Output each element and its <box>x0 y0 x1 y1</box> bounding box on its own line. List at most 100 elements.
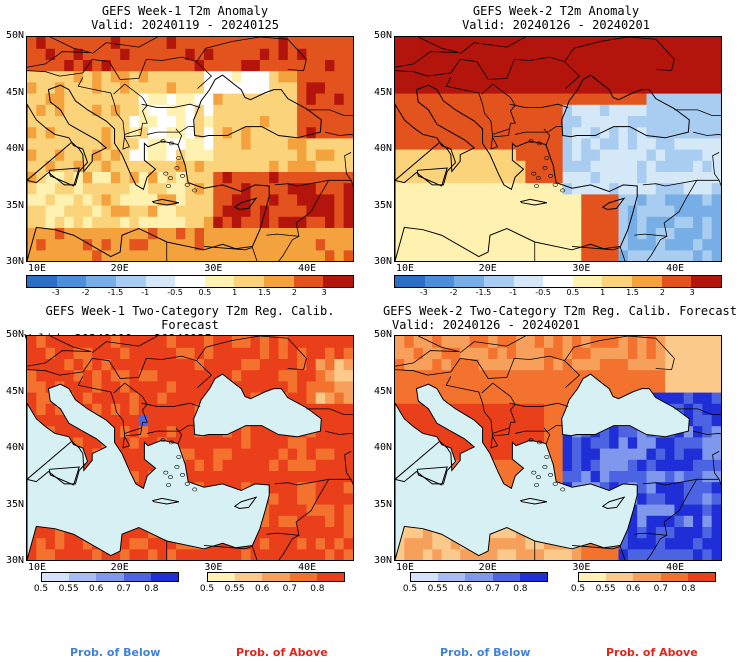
colorbar-label: 0.8 <box>310 584 325 594</box>
colorbar-label: -3 <box>51 288 60 297</box>
prob-above-label-right: Prob. of Above <box>606 646 698 659</box>
colorbar-label: 0.7 <box>485 584 500 594</box>
coastlines <box>27 373 322 560</box>
aegean-islands <box>160 438 198 492</box>
colorbar-label: 0.6 <box>255 584 270 594</box>
title-text: GEFS Week-2 T2m Anomaly <box>472 4 640 18</box>
mediterranean-sea <box>27 384 270 560</box>
colorbar-swatch <box>204 276 235 287</box>
colorbar-label: 0.5 <box>33 584 49 594</box>
colorbar-swatch <box>454 276 484 287</box>
colorbar-label: -0.5 <box>535 288 551 297</box>
lat-tick-label: 50N <box>5 30 24 41</box>
black-sea <box>561 374 690 437</box>
lat-tick-label: 45N <box>5 86 24 98</box>
prob-above-label-left: Prob. of Above <box>236 646 328 659</box>
coastlines <box>395 373 690 560</box>
lon-tick-label: 20E <box>478 263 497 274</box>
data-field <box>395 37 721 261</box>
colorbar-swatch <box>96 573 124 581</box>
week1-prob-map <box>26 335 354 561</box>
colorbar-label: 0.55 <box>224 584 245 594</box>
colorbar-swatch <box>86 276 116 287</box>
colorbar-swatch <box>492 573 520 581</box>
colorbar-label: 0.7 <box>653 584 668 594</box>
colorbar-label: 1 <box>232 288 238 297</box>
colorbar-label: -1.5 <box>107 288 124 297</box>
colorbar-swatch <box>150 573 179 581</box>
colorbar-label: -2 <box>449 288 458 297</box>
colorbar-swatch <box>632 276 662 287</box>
colorbar-label: 3 <box>689 288 695 297</box>
prob-above-colorbar-week1 <box>207 572 345 582</box>
lat-tick-label: 30N <box>373 256 392 267</box>
week2-anomaly-map <box>394 36 722 262</box>
colorbar-label: -1.5 <box>475 288 492 297</box>
colorbar-swatch <box>316 573 345 581</box>
colorbar-label: 0.5 <box>402 584 418 594</box>
country-borders <box>27 336 353 560</box>
colorbar-swatch <box>606 573 634 581</box>
lon-tick-label: 40E <box>666 263 685 274</box>
lon-tick-label: 10E <box>27 562 47 573</box>
colorbar-swatch <box>661 276 692 287</box>
colorbar-label: 0.8 <box>681 584 696 594</box>
colorbar-swatch <box>115 276 146 287</box>
colorbar-label: 0.5 <box>198 288 212 297</box>
lon-tick-label: 10E <box>395 562 415 573</box>
colorbar-swatch <box>519 573 548 581</box>
lon-tick-label: 30E <box>572 562 591 573</box>
lat-tick-label: 30N <box>5 256 24 267</box>
colorbar-label: 0.5 <box>566 288 580 297</box>
colorbar-label: 0.5 <box>199 584 215 594</box>
colorbar-swatch <box>438 573 466 581</box>
anomaly-colorbar-week2 <box>394 275 722 288</box>
coastlines <box>395 74 690 261</box>
colorbar-swatch <box>424 276 455 287</box>
prob-below-colorbar-week1 <box>41 572 179 582</box>
lon-tick-label: 30E <box>204 263 223 274</box>
colorbar-label: 0.6 <box>89 584 104 594</box>
colorbar-swatch <box>175 276 205 287</box>
colorbar-swatch <box>69 573 97 581</box>
colorbar-label: 1.5 <box>258 288 271 297</box>
colorbar-swatch <box>660 573 688 581</box>
colorbar-swatch <box>145 276 176 287</box>
data-field <box>27 37 353 261</box>
coastlines <box>27 74 322 261</box>
lat-tick-label: 40N <box>5 143 24 154</box>
colorbar-label: 1 <box>600 288 606 297</box>
lat-tick-label: 45N <box>373 385 392 397</box>
week1-anomaly-map <box>26 36 354 262</box>
lon-tick-label: 20E <box>478 562 497 573</box>
lon-tick-label: 40E <box>666 562 685 573</box>
panel-title-week1-anomaly: GEFS Week-1 T2m Anomaly Valid: 20240119 … <box>20 4 350 32</box>
aegean-islands <box>528 139 566 193</box>
lon-tick-label: 40E <box>298 562 317 573</box>
colorbar-swatch <box>513 276 544 287</box>
country-borders <box>395 336 721 560</box>
lat-tick-label: 50N <box>373 329 392 340</box>
panel-title-week2-prob: GEFS Week-2 Two-Category T2m Reg. Calib.… <box>382 304 738 332</box>
colorbar-label: 0.6 <box>458 584 473 594</box>
lon-tick-label: 30E <box>572 263 591 274</box>
lat-tick-label: 30N <box>373 555 392 566</box>
colorbar-swatch <box>633 573 661 581</box>
lat-tick-label: 45N <box>5 385 24 397</box>
valid-dates: Valid: 20240119 - 20240125 <box>91 18 279 32</box>
lon-tick-label: 40E <box>298 263 317 274</box>
lat-tick-label: 50N <box>373 30 392 41</box>
colorbar-swatch <box>234 276 265 287</box>
colorbar-label: 0.8 <box>144 584 159 594</box>
lat-tick-label: 35N <box>5 498 24 510</box>
colorbar-swatch <box>395 276 425 287</box>
colorbar-swatch <box>289 573 317 581</box>
lon-tick-label: 20E <box>110 562 129 573</box>
title-text: GEFS Week-2 Two-Category T2m Reg. Calib.… <box>382 304 737 318</box>
colorbar-swatch <box>235 573 263 581</box>
lon-tick-label: 20E <box>110 263 129 274</box>
lat-tick-label: 45N <box>373 86 392 98</box>
title-text: GEFS Week-1 T2m Anomaly <box>101 4 269 18</box>
colorbar-label: -1 <box>141 288 150 297</box>
colorbar-label: -1 <box>509 288 518 297</box>
